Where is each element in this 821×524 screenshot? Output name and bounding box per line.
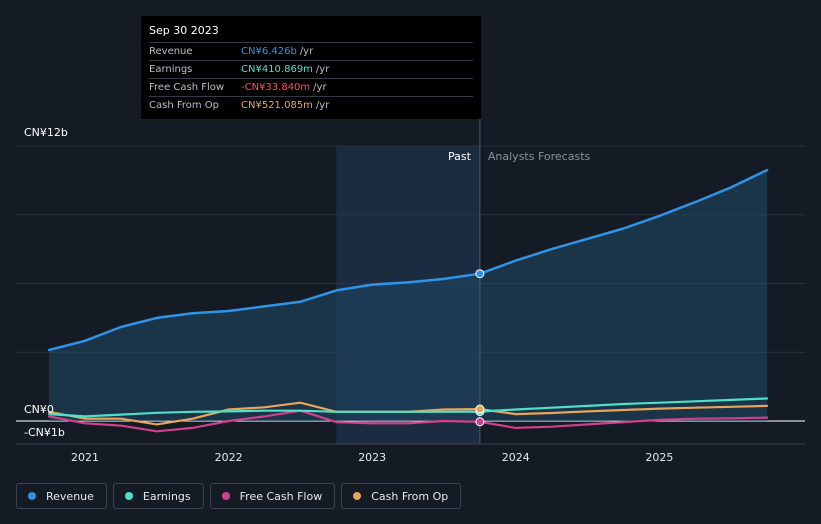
legend-item-earnings[interactable]: Earnings bbox=[112, 483, 204, 509]
legend-label: Revenue bbox=[46, 489, 94, 503]
legend-label: Free Cash Flow bbox=[239, 489, 323, 503]
tooltip-row-revenue: Revenue CN¥6.426b /yr bbox=[149, 42, 473, 60]
legend-label: Earnings bbox=[142, 489, 191, 503]
marker-cash-from-op bbox=[475, 404, 485, 414]
marker-free-cash-flow bbox=[475, 417, 485, 427]
series-line-free-cash-flow bbox=[48, 409, 769, 433]
revenue-area bbox=[49, 170, 768, 421]
legend-item-revenue[interactable]: Revenue bbox=[16, 483, 107, 509]
y-tick-label: CN¥12b bbox=[24, 126, 68, 139]
chart-legend: Revenue Earnings Free Cash Flow Cash Fro… bbox=[16, 483, 462, 509]
series-line-revenue bbox=[47, 168, 769, 352]
tooltip-unit: /yr bbox=[315, 100, 330, 111]
legend-item-free-cash-flow[interactable]: Free Cash Flow bbox=[209, 483, 336, 509]
tooltip-value-revenue: CN¥6.426b bbox=[241, 46, 297, 57]
tooltip-label: Free Cash Flow bbox=[149, 82, 225, 93]
tooltip-row-free-cash-flow: Free Cash Flow -CN¥33.840m /yr bbox=[149, 78, 473, 96]
x-tick-label: 2023 bbox=[358, 451, 386, 464]
x-tick-label: 2021 bbox=[71, 451, 99, 464]
tooltip-value-free-cash-flow: -CN¥33.840m bbox=[241, 82, 311, 93]
tooltip-row-earnings: Earnings CN¥410.869m /yr bbox=[149, 60, 473, 78]
y-tick-label: CN¥0 bbox=[24, 403, 54, 416]
y-tick-label: -CN¥1b bbox=[24, 426, 65, 439]
legend-dot-icon bbox=[124, 492, 133, 500]
tooltip-value-cash-from-op: CN¥521.085m bbox=[241, 100, 313, 111]
tooltip-value-earnings: CN¥410.869m bbox=[241, 64, 313, 75]
x-tick-label: 2025 bbox=[645, 451, 673, 464]
x-tick-label: 2024 bbox=[502, 451, 530, 464]
tooltip-unit: /yr bbox=[313, 82, 327, 93]
tooltip-unit: /yr bbox=[299, 46, 314, 57]
marker-revenue bbox=[475, 269, 485, 279]
tooltip-unit: /yr bbox=[315, 64, 330, 75]
tooltip-label: Cash From Op bbox=[149, 100, 220, 111]
tooltip-label: Earnings bbox=[149, 64, 193, 75]
data-tooltip: Sep 30 2023 Revenue CN¥6.426b /yr Earnin… bbox=[141, 16, 481, 119]
series-line-earnings bbox=[48, 397, 769, 418]
tooltip-row-cash-from-op: Cash From Op CN¥521.085m /yr bbox=[149, 96, 473, 114]
past-label: Past bbox=[448, 150, 472, 163]
legend-dot-icon bbox=[221, 492, 230, 500]
legend-dot-icon bbox=[353, 492, 362, 500]
legend-item-cash-from-op[interactable]: Cash From Op bbox=[341, 483, 462, 509]
tooltip-label: Revenue bbox=[149, 46, 193, 57]
legend-dot-icon bbox=[28, 492, 36, 500]
legend-label: Cash From Op bbox=[371, 489, 449, 503]
x-tick-label: 2022 bbox=[215, 451, 243, 464]
tooltip-date: Sep 30 2023 bbox=[149, 24, 219, 37]
forecast-label: Analysts Forecasts bbox=[488, 150, 591, 163]
